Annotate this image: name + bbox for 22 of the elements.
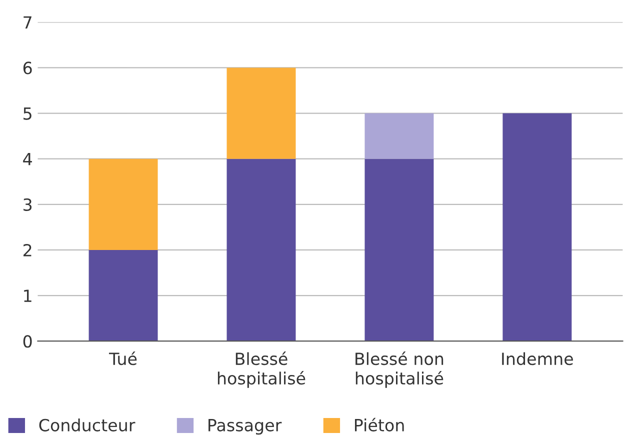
x-tick-label: Blessé hospitalisé — [218, 352, 306, 388]
x-tick-label: Indemne — [502, 352, 573, 366]
bar — [364, 113, 434, 159]
y-tick-label: 3 — [24, 198, 32, 211]
legend-label: Passager — [208, 419, 282, 435]
bar — [226, 158, 296, 342]
bar — [364, 158, 434, 342]
bar — [88, 250, 158, 342]
y-tick-label: 5 — [24, 107, 32, 120]
bar — [226, 68, 296, 159]
y-tick-label: 6 — [23, 62, 32, 74]
y-tick-label: 4 — [23, 153, 32, 166]
bar — [502, 113, 572, 342]
x-tick-label: Blessé non hospitalisé — [356, 352, 444, 388]
legend-label: Piéton — [354, 418, 404, 432]
legend-label: Conducteur — [39, 418, 136, 432]
y-tick-label: 0 — [23, 335, 32, 348]
y-tick-label: 2 — [23, 244, 32, 256]
bar — [88, 158, 158, 250]
x-tick-label: Tué — [108, 352, 137, 366]
y-tick-label: 1 — [24, 290, 32, 302]
y-tick-label: 7 — [24, 16, 32, 28]
